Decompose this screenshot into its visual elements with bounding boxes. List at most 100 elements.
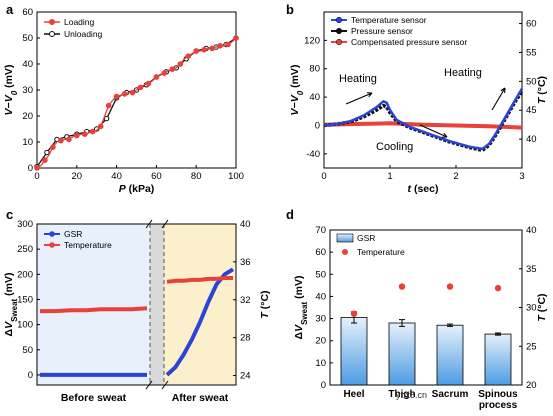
category-label-before-sweat: Before sweat	[61, 392, 127, 404]
y2-tick-label-c: 40	[240, 219, 251, 230]
x-tick-label-b: 0	[321, 171, 326, 182]
y-tick-label-c: 50	[22, 345, 33, 356]
data-point-loading	[233, 35, 239, 41]
y2-axis-title-c: T (°C)	[259, 290, 271, 318]
data-point-loading	[50, 144, 56, 150]
y2-axis-title-b: T (°C)	[536, 76, 548, 104]
y2-tick-label-d: 40	[526, 225, 537, 236]
data-point-loading	[89, 128, 96, 135]
panel-letter-a: a	[6, 2, 14, 17]
watermark-text: ybx8.cn	[396, 390, 427, 400]
y-tick-label-c: 200	[17, 269, 33, 280]
annotation-heating-2: Heating	[444, 67, 482, 79]
category-label-spinous-process: process	[479, 400, 518, 411]
axis-break-mark	[145, 380, 169, 390]
data-point-unloading	[103, 115, 110, 122]
x-tick-label-b: 1	[387, 171, 392, 182]
y-tick-label-a: 50	[22, 33, 33, 44]
data-point-loading	[34, 165, 40, 171]
series-line-temperature-before-sweat	[40, 306, 148, 314]
legend-marker-c	[49, 242, 55, 248]
category-label-after-sweat: After sweat	[172, 392, 229, 404]
temperature-point-heel	[350, 310, 358, 317]
y-tick-label-c: 150	[17, 294, 33, 305]
y2-tick-label-b: 60	[526, 19, 537, 30]
region-after-sweat	[164, 224, 236, 385]
y-axis-title-c: ΔVSweat (mV)	[3, 273, 19, 337]
category-label-thigh: Thigh	[388, 389, 415, 400]
error-bar	[399, 319, 405, 327]
temperature-point-spinous-process	[494, 284, 502, 292]
temperature-point-sacrum	[446, 283, 454, 290]
data-point-loading	[113, 93, 120, 100]
annotation-heating-1: Heating	[339, 73, 377, 85]
y-tick-label-b: 40	[309, 92, 320, 103]
x-axis-title-b: t (sec)	[408, 183, 439, 195]
y-tick-label-a: 60	[22, 7, 33, 18]
series-line-temperature-sensor	[323, 87, 524, 151]
axis-break-band	[150, 224, 164, 385]
x-tick-label-b: 2	[453, 171, 458, 182]
panel-letter-d: d	[286, 207, 294, 222]
y-axis-title-b: V−V0 (mV)	[289, 65, 305, 116]
y-tick-label-d: 20	[315, 336, 326, 347]
x-tick-label-a: 40	[111, 171, 122, 182]
y2-tick-label-d: 30	[526, 303, 537, 314]
arrow-heating-1-head	[366, 92, 373, 98]
bar-thigh	[388, 322, 416, 386]
x-tick-label-a: 20	[72, 171, 83, 182]
legend-label-loading: Loading	[64, 17, 95, 27]
data-point-loading	[161, 70, 168, 76]
data-point-loading	[81, 131, 88, 137]
data-point-loading	[129, 89, 136, 96]
series-line-unloading	[36, 37, 237, 168]
plot-frame-c	[36, 223, 237, 386]
panel-letter-c: c	[6, 207, 13, 222]
data-point-loading	[42, 157, 48, 163]
data-point-loading	[105, 102, 112, 109]
y-tick-label-d: 60	[315, 247, 326, 258]
y2-tick-label-b: 50	[526, 76, 537, 87]
series-line-compensated-pressure-sensor	[323, 121, 523, 130]
y-tick-label-b: 0	[315, 120, 320, 131]
error-bar	[495, 332, 501, 336]
series-line-loading	[36, 37, 237, 169]
legend-label-compensated-pressure-sensor: Compensated pressure sensor	[351, 37, 467, 47]
arrow-heating-2	[491, 87, 506, 111]
arrow-heating-1	[345, 92, 373, 105]
y2-tick-label-d: 20	[526, 380, 537, 391]
data-point-loading	[185, 53, 192, 60]
y-axis-title-d: ΔVSweat (mV)	[293, 276, 309, 340]
data-point-loading	[217, 43, 223, 49]
category-label-sacrum: Sacrum	[432, 389, 469, 400]
legend-marker-unloading	[49, 31, 55, 37]
bar-spinous-process	[484, 333, 512, 386]
y-tick-label-a: 40	[22, 59, 33, 70]
legend-label-unloading: Unloading	[64, 29, 103, 39]
panel-letter-b: b	[286, 2, 294, 17]
x-tick-label-a: 80	[191, 171, 202, 182]
y-tick-label-c: 300	[17, 219, 33, 230]
y-tick-label-c: 0	[28, 370, 33, 381]
y2-tick-label-c: 28	[240, 333, 251, 344]
data-point-loading	[153, 74, 160, 80]
legend-marker-gsr	[336, 233, 354, 243]
y-tick-label-c: 250	[17, 244, 33, 255]
legend-label-gsr: GSR	[357, 233, 375, 243]
data-point-loading	[169, 66, 176, 72]
data-point-loading	[66, 136, 72, 143]
y2-axis-title-d: T (°C)	[536, 293, 548, 321]
annotation-cooling: Cooling	[376, 141, 413, 153]
y-tick-label-d: 10	[315, 358, 326, 369]
data-point-unloading	[44, 149, 50, 156]
series-line-temperature-after-sweat	[166, 276, 233, 284]
arrow-cooling-head	[441, 132, 448, 138]
data-point-loading	[177, 61, 184, 67]
category-label-spinous-process: Spinous	[478, 389, 518, 400]
y-tick-label-b: 80	[309, 64, 320, 75]
x-tick-label-a: 60	[151, 171, 162, 182]
y-tick-label-a: 0	[28, 163, 33, 174]
x-axis-title-a: P (kPa)	[119, 183, 155, 195]
legend-marker-temperature	[342, 249, 348, 255]
